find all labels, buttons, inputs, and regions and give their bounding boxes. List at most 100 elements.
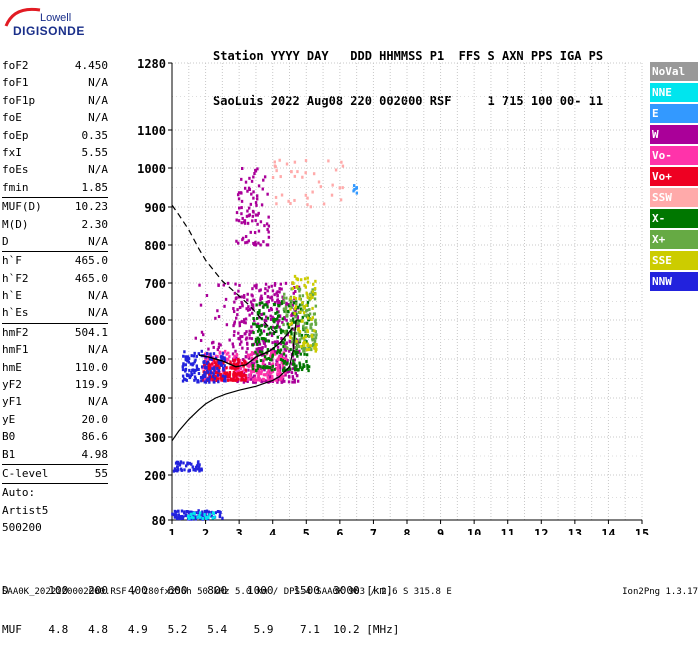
echo-point [291, 319, 294, 323]
echo-point [232, 345, 235, 349]
echo-point [267, 235, 271, 239]
echo-point [302, 304, 305, 308]
echo-point [290, 321, 294, 325]
param-value: N/A [88, 76, 108, 90]
echo-point [250, 369, 254, 373]
echo-point [307, 348, 311, 352]
param-key: h`F2 [2, 271, 29, 285]
echo-point [240, 212, 243, 216]
echo-point [253, 284, 256, 288]
echo-point [275, 329, 278, 333]
echo-point [270, 374, 274, 378]
echo-point [234, 373, 237, 377]
echo-point [277, 366, 280, 370]
echo-point [259, 366, 262, 370]
echo-point [258, 377, 261, 381]
echo-point [266, 302, 269, 306]
echo-point [283, 366, 286, 370]
param-row: D N/A [2, 233, 108, 250]
echo-point [308, 312, 312, 316]
param-key: yF1 [2, 395, 22, 409]
echo-point [237, 366, 240, 370]
echo-point [206, 360, 210, 364]
echo-point [272, 332, 276, 336]
echo-point [260, 301, 264, 305]
echo-point [309, 326, 313, 330]
echo-point [244, 235, 248, 239]
echo-point [252, 331, 255, 335]
echo-point [298, 294, 302, 298]
param-key: h`Es [2, 306, 29, 320]
echo-point [192, 516, 195, 520]
echo-point [304, 193, 308, 197]
echo-point [232, 373, 236, 377]
legend-item-ssw: SSW [650, 188, 698, 207]
echo-point [255, 194, 259, 198]
echo-point [204, 515, 208, 519]
echo-point [217, 380, 220, 384]
echo-point [274, 343, 277, 347]
echo-point [259, 370, 262, 374]
echo-point [273, 160, 276, 164]
echo-point [257, 374, 260, 378]
echo-point [193, 378, 196, 382]
echo-point [233, 320, 237, 324]
echo-point [253, 364, 256, 368]
x-tick-label: 6 [336, 527, 343, 535]
echo-point [215, 364, 218, 368]
echo-point [257, 364, 261, 368]
param-key: foF2 [2, 59, 29, 72]
echo-point [249, 373, 252, 377]
echo-point [199, 339, 203, 343]
echo-point [218, 373, 221, 377]
y-tick-label: 900 [144, 201, 166, 215]
echo-point [289, 296, 292, 300]
echo-point [271, 176, 275, 180]
echo-point [255, 358, 258, 362]
echo-point [286, 333, 290, 337]
echo-point [353, 187, 356, 191]
echo-point [283, 347, 286, 351]
echo-point [331, 183, 334, 187]
echo-point [216, 355, 219, 359]
echo-point [248, 336, 251, 340]
echo-point [238, 321, 241, 325]
param-value: 0.35 [81, 128, 109, 142]
echo-point [262, 373, 266, 377]
echo-point [302, 346, 306, 350]
header-line-2: SaoLuis 2022 Aug08 220 002000 RSF 1 715 … [213, 94, 604, 108]
echo-point [258, 333, 262, 337]
echo-point [255, 286, 258, 290]
echo-point [305, 326, 308, 330]
echo-point [233, 322, 236, 326]
echo-point [278, 366, 282, 370]
echo-point [246, 209, 249, 213]
echo-point [288, 349, 291, 353]
echo-point [280, 380, 283, 384]
echo-point [209, 377, 212, 381]
echo-point [212, 340, 215, 344]
param-value: 55 [94, 466, 108, 480]
echo-point [257, 350, 260, 354]
echo-point [252, 362, 255, 366]
echo-point [194, 336, 197, 340]
echo-point [252, 380, 255, 384]
echo-point [304, 330, 307, 334]
echo-point [257, 340, 261, 344]
echo-point [322, 202, 326, 206]
echo-point [263, 291, 267, 295]
echo-point [298, 303, 302, 307]
echo-point [231, 365, 235, 369]
echo-point [184, 358, 188, 362]
param-row: foE N/A [2, 109, 108, 126]
echo-point [304, 309, 308, 313]
echo-point [265, 319, 268, 323]
echo-point [203, 360, 206, 364]
echo-point [206, 377, 210, 381]
echo-point [255, 342, 259, 346]
echo-point [173, 515, 177, 519]
echo-point [290, 170, 293, 174]
echo-point [244, 321, 247, 325]
echo-point [306, 300, 310, 304]
echo-point [234, 355, 238, 359]
